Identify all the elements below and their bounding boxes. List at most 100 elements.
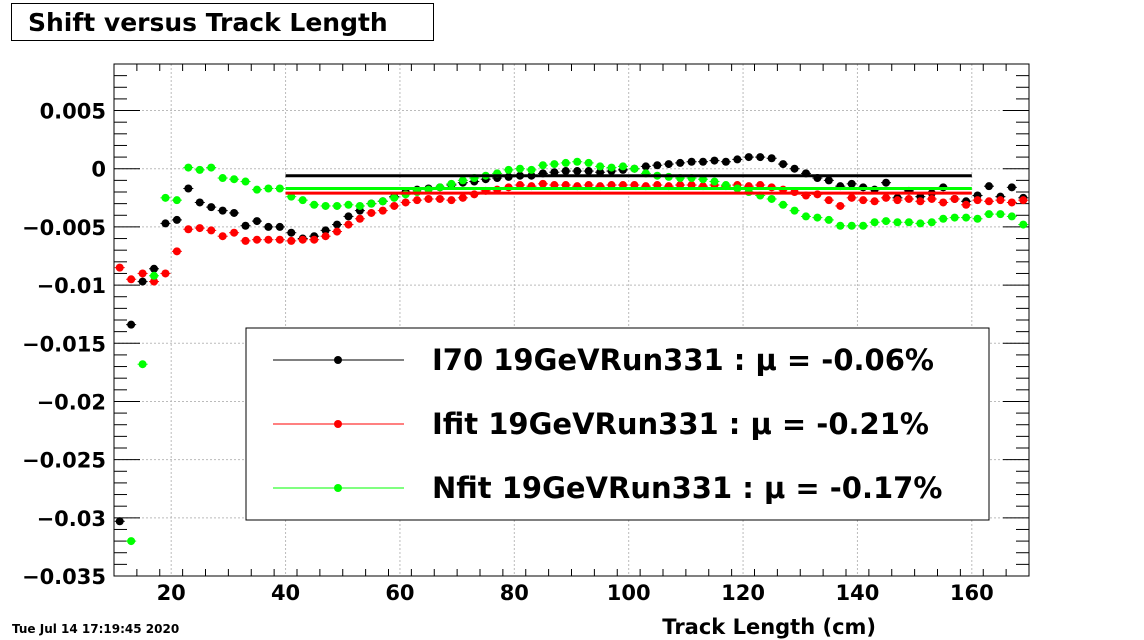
data-point-ifit: [882, 193, 891, 202]
data-point-nfit: [538, 161, 547, 170]
data-point-ifit: [321, 232, 330, 241]
data-point-i70: [264, 222, 273, 231]
y-tick-label: 0: [91, 158, 106, 182]
data-point-nfit: [367, 199, 376, 208]
data-point-nfit: [504, 165, 513, 174]
x-tick-label: 80: [500, 581, 529, 605]
data-point-nfit: [447, 179, 456, 188]
date-stamp: Tue Jul 14 17:19:45 2020: [12, 622, 179, 636]
data-point-ifit: [950, 194, 959, 203]
data-point-nfit: [607, 163, 616, 172]
data-point-i70: [161, 219, 170, 228]
data-point-ifit: [927, 194, 936, 203]
data-point-ifit: [310, 235, 319, 244]
data-point-nfit: [950, 213, 959, 222]
data-point-i70: [710, 156, 719, 165]
data-point-nfit: [264, 184, 273, 193]
y-tick-label: 0.005: [40, 100, 106, 124]
data-point-i70: [127, 320, 136, 329]
y-tick-label: −0.005: [22, 216, 106, 240]
data-point-ifit: [401, 198, 410, 207]
x-tick-label: 60: [385, 581, 414, 605]
data-point-ifit: [355, 214, 364, 223]
data-point-ifit: [298, 235, 307, 244]
data-point-nfit: [767, 194, 776, 203]
data-point-nfit: [984, 210, 993, 219]
data-point-ifit: [824, 196, 833, 205]
data-point-nfit: [973, 214, 982, 223]
data-point-ifit: [161, 269, 170, 278]
y-tick-label: −0.015: [22, 332, 106, 356]
data-point-i70: [699, 157, 708, 166]
data-point-ifit: [150, 277, 159, 286]
y-tick-label: −0.02: [37, 390, 106, 414]
data-point-nfit: [241, 177, 250, 186]
legend-label-i70: I70 19GeVRun331 : μ = -0.06%: [432, 343, 934, 377]
data-point-nfit: [962, 213, 971, 222]
data-point-nfit: [813, 213, 822, 222]
data-point-ifit: [378, 206, 387, 215]
data-point-ifit: [893, 196, 902, 205]
legend-marker-i70: [334, 356, 342, 364]
data-point-nfit: [824, 215, 833, 224]
data-point-nfit: [344, 200, 353, 209]
data-point-nfit: [195, 165, 204, 174]
data-point-nfit: [321, 201, 330, 210]
data-point-i70: [150, 264, 159, 273]
data-point-nfit: [584, 158, 593, 167]
data-point-ifit: [138, 269, 147, 278]
data-point-nfit: [298, 196, 307, 205]
data-point-nfit: [550, 160, 559, 169]
data-point-nfit: [127, 537, 136, 546]
data-point-nfit: [527, 165, 536, 174]
data-point-ifit: [904, 194, 913, 203]
x-tick-label: 100: [607, 581, 651, 605]
data-point-i70: [287, 228, 296, 237]
data-point-i70: [847, 179, 856, 188]
data-point-ifit: [230, 228, 239, 237]
data-point-i70: [824, 176, 833, 185]
data-point-ifit: [939, 198, 948, 207]
data-point-ifit: [435, 194, 444, 203]
data-point-ifit: [458, 193, 467, 202]
data-point-nfit: [218, 174, 227, 183]
data-point-ifit: [962, 200, 971, 209]
data-point-ifit: [207, 226, 216, 235]
data-point-nfit: [184, 163, 193, 172]
data-point-nfit: [916, 219, 925, 228]
data-point-ifit: [333, 227, 342, 236]
data-point-nfit: [138, 360, 147, 369]
mean-lines: [285, 174, 972, 195]
legend-marker-nfit: [334, 484, 342, 492]
data-point-ifit: [218, 232, 227, 241]
data-point-nfit: [847, 221, 856, 230]
data-point-nfit: [939, 214, 948, 223]
data-point-i70: [184, 184, 193, 193]
data-point-i70: [744, 153, 753, 162]
data-point-i70: [172, 215, 181, 224]
data-point-nfit: [836, 221, 845, 230]
data-point-i70: [561, 167, 570, 176]
data-point-i70: [275, 222, 284, 231]
data-point-nfit: [1019, 220, 1028, 229]
data-point-i70: [218, 206, 227, 215]
x-tick-label: 120: [721, 581, 765, 605]
data-point-nfit: [573, 157, 582, 166]
data-point-i70: [687, 157, 696, 166]
data-point-i70: [573, 167, 582, 176]
data-point-i70: [790, 164, 799, 173]
x-axis-title: Track Length (cm): [662, 615, 876, 639]
data-point-nfit: [516, 164, 525, 173]
data-point-nfit: [275, 184, 284, 193]
data-point-ifit: [984, 197, 993, 206]
data-point-i70: [333, 220, 342, 229]
data-point-ifit: [115, 263, 124, 272]
data-point-i70: [882, 178, 891, 187]
data-point-ifit: [870, 197, 879, 206]
data-point-nfit: [618, 162, 627, 171]
data-point-ifit: [275, 235, 284, 244]
data-point-i70: [230, 208, 239, 217]
data-point-nfit: [172, 196, 181, 205]
data-point-nfit: [1007, 212, 1016, 221]
